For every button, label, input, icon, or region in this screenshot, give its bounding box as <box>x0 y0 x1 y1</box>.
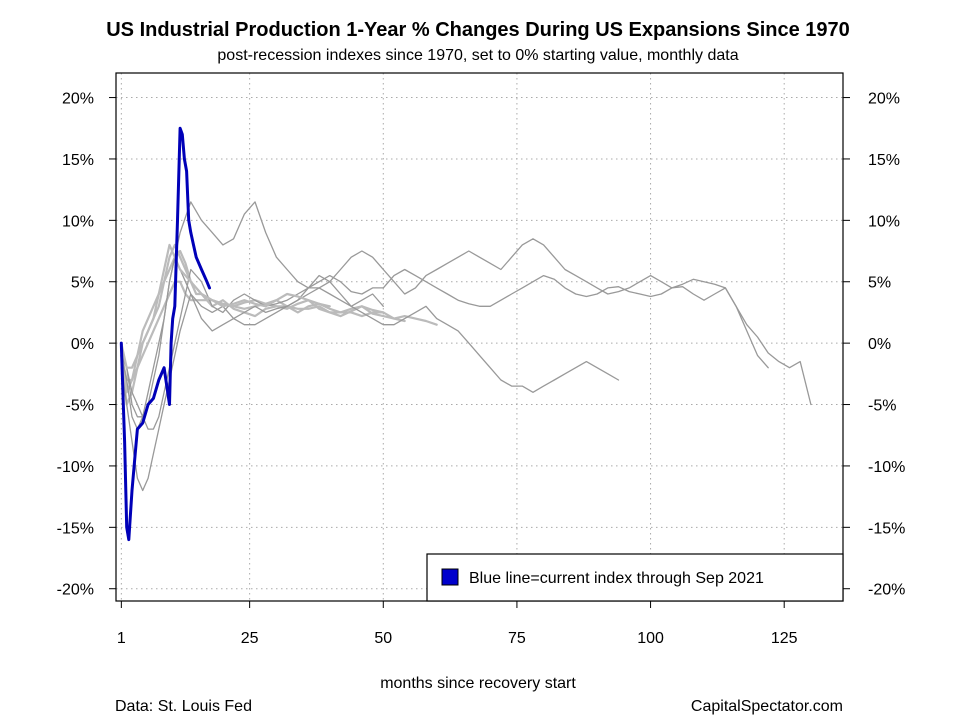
y-tick-label-left: -5% <box>66 398 94 415</box>
series-line-current <box>119 126 211 542</box>
y-tick-label-right: -20% <box>868 582 905 599</box>
x-tick-label: 125 <box>771 630 798 647</box>
y-axis-right: -20% -15% -10% -5% 0% 5% 10% 15% 20% <box>843 91 905 599</box>
x-tick-label: 50 <box>374 630 392 647</box>
y-tick-label-left: 10% <box>62 213 94 230</box>
y-tick-label-right: -5% <box>868 398 896 415</box>
y-tick-label-right: -15% <box>868 520 905 537</box>
chart-title: US Industrial Production 1-Year % Change… <box>106 19 850 41</box>
y-tick-label-right: 15% <box>868 152 900 169</box>
y-tick-label-left: 15% <box>62 152 94 169</box>
credit-note: CapitalSpectator.com <box>691 698 843 715</box>
series-line-past-3 <box>120 256 620 430</box>
legend-swatch <box>441 568 459 586</box>
legend-label: Blue line=current index through Sep 2021 <box>469 570 764 587</box>
series-line-past-4 <box>120 201 384 418</box>
series-line-past-5 <box>120 268 812 430</box>
y-tick-label-right: -10% <box>868 459 905 476</box>
y-tick-label-right: 10% <box>868 213 900 230</box>
y-tick-label-left: 5% <box>71 275 94 292</box>
series-line-past-6 <box>120 238 769 492</box>
series-line-past-7 <box>120 243 331 369</box>
y-tick-label-right: 20% <box>868 91 900 108</box>
y-tick-label-left: 20% <box>62 91 94 108</box>
legend-box <box>426 553 844 602</box>
y-axis-left: -20% -15% -10% -5% 0% 5% 10% 15% 20% <box>57 91 116 599</box>
y-tick-label-left: -10% <box>57 459 94 476</box>
x-axis-label: months since recovery start <box>380 675 576 692</box>
y-tick-label-left: 0% <box>71 336 94 353</box>
legend: Blue line=current index through Sep 2021 <box>426 553 844 602</box>
y-tick-label-right: 0% <box>868 336 891 353</box>
x-tick-label: 1 <box>117 630 126 647</box>
x-tick-label: 25 <box>241 630 259 647</box>
chart-subtitle: post-recession indexes since 1970, set t… <box>217 47 738 64</box>
y-tick-label-left: -15% <box>57 520 94 537</box>
source-note: Data: St. Louis Fed <box>115 698 252 715</box>
x-tick-label: 100 <box>637 630 664 647</box>
series-line-past-0 <box>120 280 438 382</box>
series-lines <box>119 126 812 542</box>
gridlines <box>116 73 843 601</box>
y-tick-label-left: -20% <box>57 582 94 599</box>
x-tick-label: 75 <box>508 630 526 647</box>
plot-frame <box>115 72 844 602</box>
y-tick-label-right: 5% <box>868 275 891 292</box>
x-axis: 1 25 50 75 100 125 <box>117 601 798 647</box>
